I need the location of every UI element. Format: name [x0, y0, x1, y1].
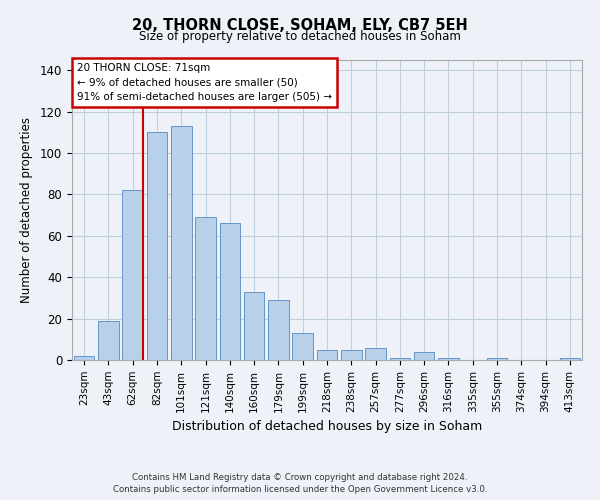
- Bar: [195, 217, 216, 360]
- Bar: [220, 224, 240, 360]
- Bar: [341, 350, 362, 360]
- Bar: [365, 348, 386, 360]
- Bar: [414, 352, 434, 360]
- Bar: [438, 358, 459, 360]
- Bar: [244, 292, 265, 360]
- Bar: [560, 358, 580, 360]
- Bar: [389, 358, 410, 360]
- Y-axis label: Number of detached properties: Number of detached properties: [20, 117, 33, 303]
- Text: Size of property relative to detached houses in Soham: Size of property relative to detached ho…: [139, 30, 461, 43]
- Bar: [292, 333, 313, 360]
- Text: Contains HM Land Registry data © Crown copyright and database right 2024.
Contai: Contains HM Land Registry data © Crown c…: [113, 472, 487, 494]
- Bar: [268, 300, 289, 360]
- Bar: [122, 190, 143, 360]
- Text: 20 THORN CLOSE: 71sqm
← 9% of detached houses are smaller (50)
91% of semi-detac: 20 THORN CLOSE: 71sqm ← 9% of detached h…: [77, 63, 332, 102]
- Bar: [317, 350, 337, 360]
- Bar: [98, 320, 119, 360]
- X-axis label: Distribution of detached houses by size in Soham: Distribution of detached houses by size …: [172, 420, 482, 433]
- Bar: [74, 356, 94, 360]
- Bar: [171, 126, 191, 360]
- Bar: [146, 132, 167, 360]
- Bar: [487, 358, 508, 360]
- Text: 20, THORN CLOSE, SOHAM, ELY, CB7 5EH: 20, THORN CLOSE, SOHAM, ELY, CB7 5EH: [132, 18, 468, 32]
